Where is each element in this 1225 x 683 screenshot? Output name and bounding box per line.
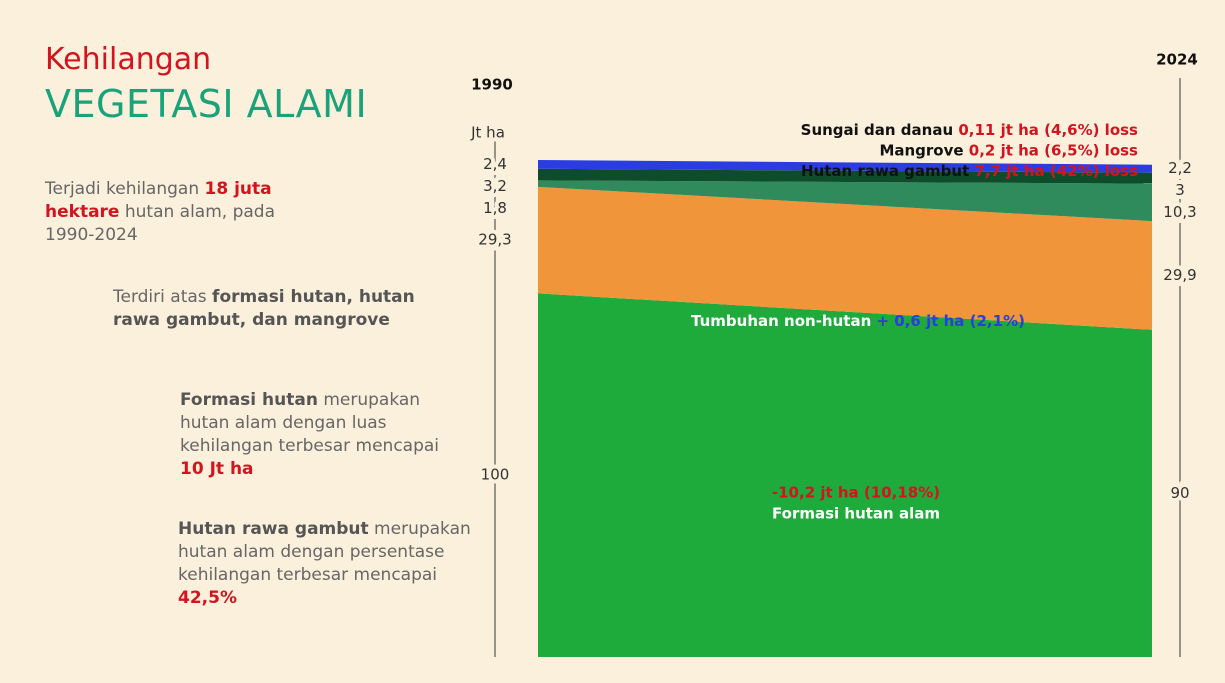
note: Terdiri atas formasi hutan, hutan rawa g…: [113, 286, 423, 332]
note: Formasi hutan merupakan hutan alam denga…: [180, 389, 455, 481]
note-text: Formasi hutan: [180, 390, 318, 410]
title: Kehilangan: [45, 42, 212, 77]
area: [538, 168, 1152, 184]
note: Terjadi kehilangan 18 juta hektare hutan…: [45, 178, 310, 247]
year-label: 1990: [471, 76, 513, 94]
value-label: 90: [1170, 484, 1189, 502]
value-label: 3,2: [483, 177, 507, 195]
value-label: 3: [1175, 181, 1185, 199]
note-text: Hutan rawa gambut: [178, 519, 369, 539]
value-label: 29,3: [478, 231, 511, 249]
annotation: Sungai dan danau 0,11 jt ha (4,6%) loss: [801, 121, 1138, 139]
value-label: 10,3: [1163, 203, 1196, 221]
note-text: Terdiri atas: [113, 287, 213, 307]
note-text: merupakan hutan alam dengan luas kehilan…: [180, 390, 440, 456]
note-text: formasi hutan, hutan rawa gambut, dan ma…: [113, 287, 415, 330]
area: [538, 293, 1152, 657]
note-text: 18 juta hektare: [45, 179, 272, 222]
change: 7,7 jt ha (42%) loss: [975, 162, 1139, 180]
note: Hutan rawa gambut merupakan hutan alam d…: [178, 518, 473, 610]
series-name: Formasi hutan alam: [772, 505, 940, 523]
value-label: 1,8: [483, 199, 507, 217]
annotation: Mangrove 0,2 jt ha (6,5%) loss: [879, 141, 1138, 159]
value-label: 2,4: [483, 155, 507, 173]
note-text: 10 Jt ha: [180, 459, 254, 479]
change: + 0,6 jt ha (2,1%): [877, 312, 1025, 330]
note-text: merupakan hutan alam dengan persentase k…: [178, 519, 471, 585]
series-name: Sungai dan danau: [801, 121, 953, 139]
subtitle: VEGETASI ALAMI: [45, 82, 368, 126]
area: [538, 160, 1152, 173]
area: [538, 180, 1152, 222]
change: 0,11 jt ha (4,6%) loss: [958, 121, 1138, 139]
area: [538, 186, 1152, 330]
change: 0,2 jt ha (6,5%) loss: [969, 141, 1138, 159]
value-label: 100: [481, 466, 510, 484]
year-label: 2024: [1156, 51, 1198, 69]
change: -10,2 jt ha (10,18%): [772, 484, 940, 502]
value-label: 2,2: [1168, 159, 1192, 177]
note-text: Terjadi kehilangan: [45, 179, 205, 199]
value-label: 29,9: [1163, 266, 1196, 284]
annotation: Hutan rawa gambut 7,7 jt ha (42%) loss: [801, 162, 1138, 180]
series-name: Tumbuhan non-hutan: [691, 312, 871, 330]
series-name: Mangrove: [879, 141, 963, 159]
note-text: 42,5%: [178, 588, 237, 608]
note-text: hutan alam, pada 1990-2024: [45, 202, 276, 245]
series-name: Hutan rawa gambut: [801, 162, 969, 180]
unit-label: Jt ha: [470, 124, 505, 142]
annotation: Tumbuhan non-hutan + 0,6 jt ha (2,1%): [691, 312, 1025, 330]
